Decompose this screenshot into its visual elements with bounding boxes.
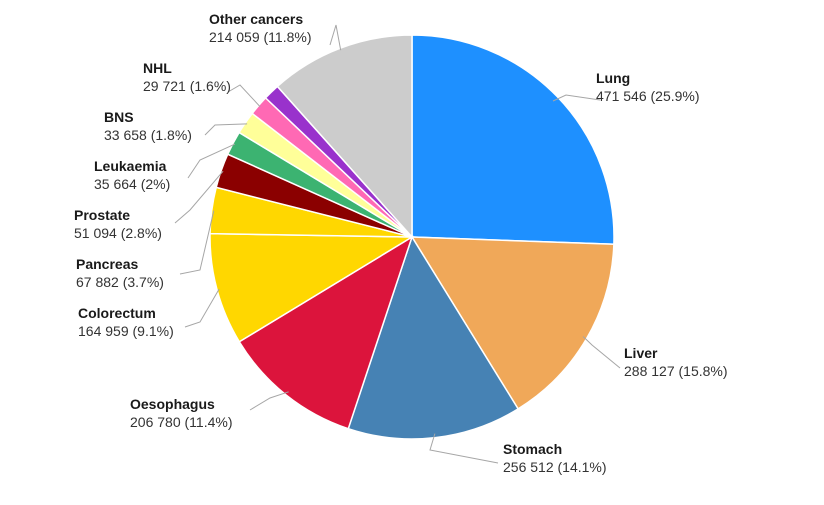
- slice-oesophagus: [238, 235, 414, 430]
- slice-labels: Lung 471 546 (25.9%) Liver 288 127 (15.8%) S…: [74, 11, 728, 475]
- slice-label-value: 206 780 (11.4%): [130, 414, 232, 430]
- slice-label-value: 33 658 (1.8%): [104, 127, 192, 143]
- slice-label-name: BNS: [104, 109, 134, 125]
- slice-label-name: Other cancers: [209, 11, 303, 27]
- leader-line-other-cancers: [329, 24, 342, 51]
- leader-line-stomach: [429, 433, 499, 464]
- slice-label-value: 256 512 (14.1%): [503, 459, 607, 475]
- slice-stomach: [347, 235, 520, 440]
- leader-line-colorectum: [184, 288, 220, 328]
- leader-lines: [174, 24, 621, 464]
- slice-label-name: Pancreas: [76, 256, 138, 272]
- slice-label-value: 471 546 (25.9%): [596, 88, 700, 104]
- leader-line-nhl: [227, 84, 261, 108]
- leader-line-pancreas: [179, 210, 215, 275]
- slice-label-name: Oesophagus: [130, 396, 215, 412]
- slice-lung: [411, 34, 615, 246]
- slice-label-name: Prostate: [74, 207, 130, 223]
- slice-label-name: Lung: [596, 70, 630, 86]
- pie-slices: [209, 34, 615, 440]
- slice-label-value: 214 059 (11.8%): [209, 29, 311, 45]
- slice-label-value: 164 959 (9.1%): [78, 323, 174, 339]
- slice-label-name: Leukaemia: [94, 158, 167, 174]
- slice-label-value: 29 721 (1.6%): [143, 78, 231, 94]
- slice-label-name: NHL: [143, 60, 172, 76]
- slice-label-name: Colorectum: [78, 305, 156, 321]
- leader-line-bns: [204, 123, 248, 136]
- slice-colorectum: [209, 232, 415, 343]
- leader-line-prostate: [174, 170, 224, 224]
- leader-line-liver: [582, 336, 621, 369]
- slice-label-value: 288 127 (15.8%): [624, 363, 728, 379]
- slice-label-value: 67 882 (3.7%): [76, 274, 164, 290]
- slice-liver: [410, 236, 615, 410]
- leader-line-leukaemia: [187, 143, 236, 179]
- leader-line-oesophagus: [249, 391, 289, 411]
- slice-label-name: Stomach: [503, 441, 562, 457]
- slice-label-value: 35 664 (2%): [94, 176, 170, 192]
- slice-label-value: 51 094 (2.8%): [74, 225, 162, 241]
- slice-label-name: Liver: [624, 345, 658, 361]
- leader-line-lung: [552, 94, 601, 102]
